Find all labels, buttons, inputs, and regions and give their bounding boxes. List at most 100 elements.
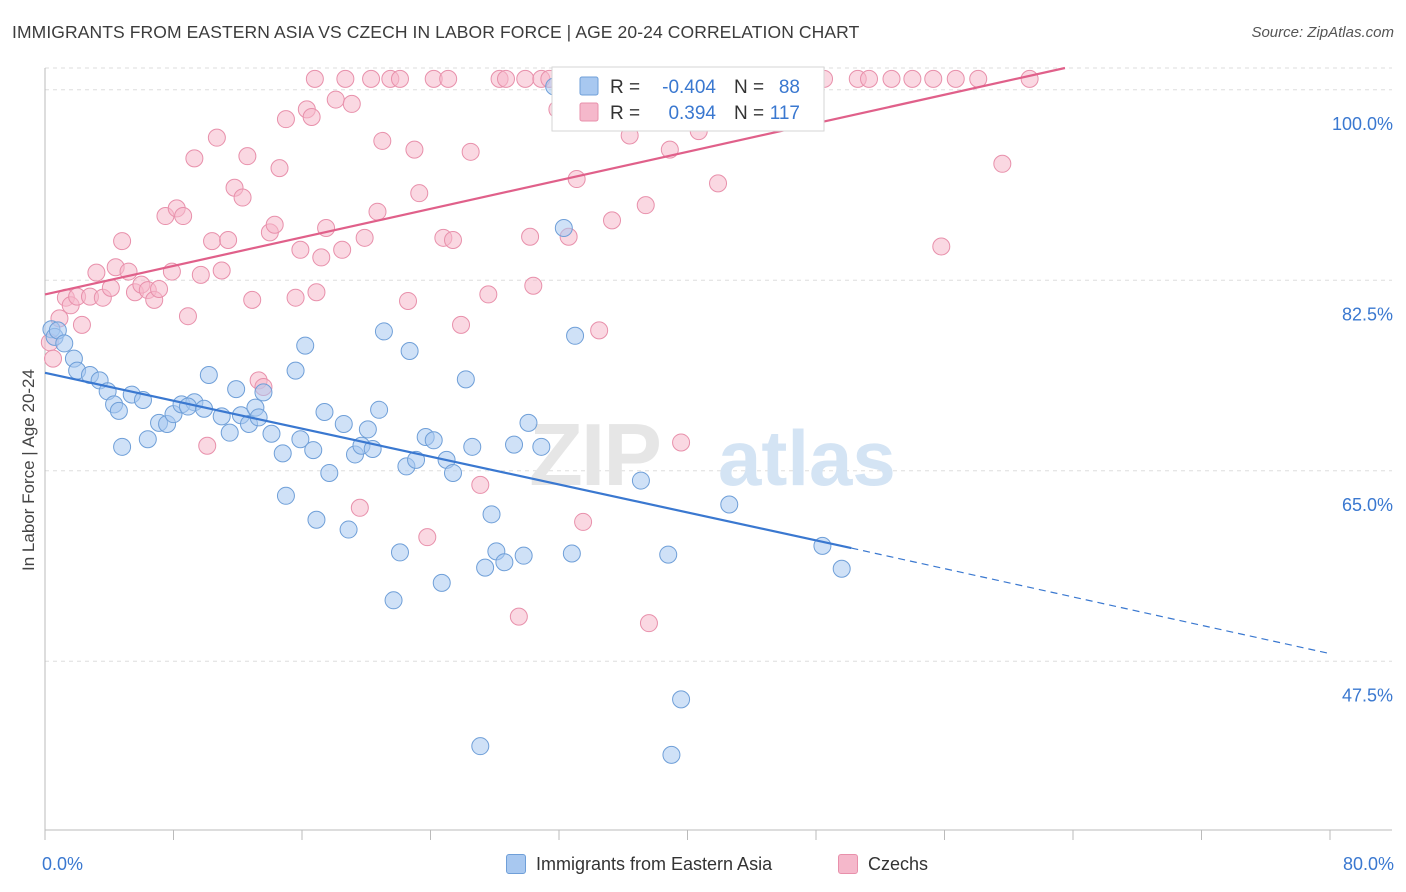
czechs-point [362, 69, 381, 88]
czechs-point [672, 433, 691, 452]
eastern-asia-point [562, 544, 581, 563]
eastern-asia-point [334, 414, 353, 433]
eastern-asia-point [662, 745, 681, 764]
czechs-point [305, 69, 324, 88]
czechs-point [207, 128, 226, 147]
stats-r-label-2: R = [610, 103, 640, 124]
legend-item-eastern-asia: Immigrants from Eastern Asia [506, 848, 772, 880]
eastern-asia-point [514, 546, 533, 565]
stats-r-value-1: -0.404 [662, 77, 716, 98]
czechs-point [524, 276, 543, 295]
grid-layer: 47.5% 65.0% 82.5% 100.0% [45, 67, 1393, 705]
eastern-asia-point [495, 553, 514, 572]
czechs-point [932, 237, 951, 256]
czechs-point [302, 107, 321, 126]
eastern-asia-point [432, 573, 451, 592]
eastern-asia-point [443, 463, 462, 482]
czechs-point [993, 154, 1012, 173]
czechs-point [198, 436, 217, 455]
czechs-point [333, 240, 352, 259]
eastern-asia-point [307, 510, 326, 529]
eastern-asia-point [482, 505, 501, 524]
eastern-asia-point [55, 334, 74, 353]
eastern-asia-point [227, 380, 246, 399]
eastern-asia-point [286, 361, 305, 380]
eastern-asia-point [720, 495, 739, 514]
czechs-point [368, 202, 387, 221]
eastern-asia-point [138, 430, 157, 449]
eastern-asia-point [471, 737, 490, 756]
eastern-asia-point [320, 463, 339, 482]
czechs-point [243, 290, 262, 309]
czechs-point [882, 69, 901, 88]
czechs-trend-line [44, 66, 1066, 296]
stats-legend-box: R = -0.404 N = 88 R = 0.394 N = 117 [551, 66, 825, 132]
source-label: Source: ZipAtlas.com [1251, 24, 1394, 41]
eastern-asia-trend-line [44, 371, 852, 550]
stats-n-label-1: N = [734, 77, 764, 98]
czechs-point [516, 69, 535, 88]
czechs-point [521, 227, 540, 246]
eastern-asia-point [113, 437, 132, 456]
eastern-asia-point [631, 471, 650, 490]
czechs-point [72, 315, 91, 334]
eastern-asia-point [407, 450, 426, 469]
legend-item-czechs: Czechs [838, 848, 928, 880]
eastern-asia-point [456, 370, 475, 389]
czechs-point [312, 248, 331, 267]
czechs-point [150, 279, 169, 298]
eastern-asia-point [178, 397, 197, 416]
stats-n-value-2: 117 [770, 103, 800, 124]
czechs-point [270, 159, 289, 178]
czechs-point [924, 69, 943, 88]
eastern-asia-point [339, 520, 358, 539]
bottom-legend: Immigrants from Eastern Asia Czechs [0, 848, 1406, 880]
czechs-point [439, 69, 458, 88]
czechs-point [509, 607, 528, 626]
czechs-point [390, 69, 409, 88]
stats-legend-blue-swatch [579, 76, 599, 96]
eastern-asia-trend-extension [851, 547, 1331, 655]
czechs-point [496, 69, 515, 88]
czechs-point [336, 69, 355, 88]
legend-label-eastern-asia: Immigrants from Eastern Asia [536, 853, 773, 874]
watermark: ZIP atlas [529, 405, 896, 504]
eastern-asia-point [505, 435, 524, 454]
czechs-point [860, 69, 879, 88]
eastern-asia-point [273, 444, 292, 463]
czechs-points [40, 69, 1039, 633]
czechs-point [178, 307, 197, 326]
czechs-point [238, 147, 257, 166]
czechs-point [265, 215, 284, 234]
eastern-asia-point [315, 402, 334, 421]
czechs-point [452, 315, 471, 334]
legend-label-czechs: Czechs [868, 853, 929, 874]
eastern-asia-point [109, 401, 128, 420]
czechs-point [326, 90, 345, 109]
eastern-asia-point [476, 558, 495, 577]
czechs-point [87, 263, 106, 282]
czechs-point [191, 265, 210, 284]
czechs-point [903, 69, 922, 88]
eastern-asia-point [291, 430, 310, 449]
czechs-point [946, 69, 965, 88]
eastern-asia-point [199, 365, 218, 384]
czechs-point [113, 232, 132, 251]
czechs-point [590, 321, 609, 340]
eastern-asia-point [659, 545, 678, 564]
czechs-point [603, 211, 622, 230]
czechs-point [461, 142, 480, 161]
stats-r-label-1: R = [610, 77, 640, 98]
eastern-asia-point [400, 342, 419, 361]
legend-swatch-pink [838, 854, 858, 874]
y-tick-label: 47.5% [1342, 685, 1393, 705]
czechs-point [709, 174, 728, 193]
czechs-point [212, 261, 231, 280]
czechs-point [410, 184, 429, 203]
eastern-asia-point [254, 383, 273, 402]
czechs-point [307, 283, 326, 302]
czechs-point [286, 288, 305, 307]
eastern-asia-point [262, 424, 281, 443]
eastern-asia-point [832, 559, 851, 578]
